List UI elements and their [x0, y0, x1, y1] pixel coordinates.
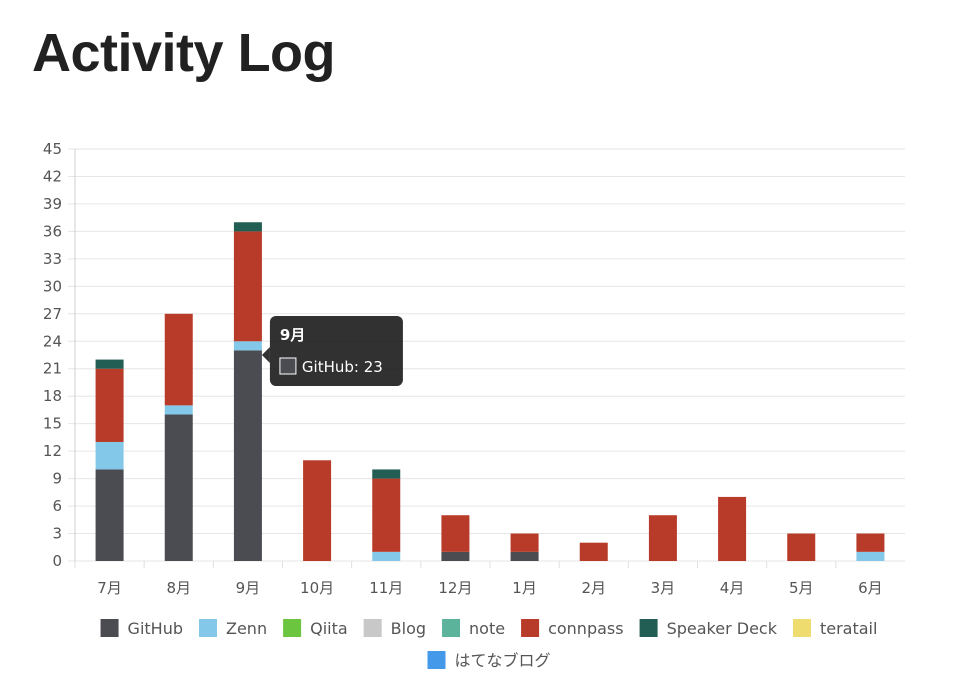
x-tick-label: 5月: [789, 579, 814, 597]
bar-segment: [233, 222, 262, 232]
legend-swatch: [283, 619, 302, 637]
y-tick-label: 0: [52, 552, 62, 570]
x-tick-label: 12月: [438, 579, 472, 597]
legend-swatch: [792, 619, 811, 637]
y-tick-label: 45: [43, 140, 62, 158]
chart-legend: GitHub Zenn Qiita Blog note connpass Speaker D…: [100, 619, 877, 670]
legend-swatch: [427, 651, 446, 669]
bar-segment: [787, 533, 816, 561]
bar-segment: [95, 359, 124, 369]
legend-swatch: [100, 619, 119, 637]
legend-label: Speaker Deck: [667, 619, 778, 638]
legend-swatch: [199, 619, 218, 637]
legend-label: teratail: [820, 619, 877, 638]
x-tick-label: 8月: [166, 579, 191, 597]
bar-segment: [233, 350, 262, 561]
bar-segment: [95, 469, 124, 561]
bar-segment: [510, 533, 539, 552]
tooltip-title: 9月: [280, 326, 305, 344]
bar-segment: [164, 313, 193, 406]
y-tick-label: 6: [52, 497, 62, 515]
y-tick-label: 27: [43, 305, 62, 323]
x-tick-label: 10月: [300, 579, 334, 597]
legend-swatch: [639, 619, 658, 637]
bar-segment: [718, 496, 747, 561]
tooltip-swatch: [279, 357, 297, 375]
bar-segment: [164, 405, 193, 415]
bar-segment: [856, 533, 885, 552]
bar-segment: [372, 478, 401, 552]
x-axis-ticks: 7月 8月 9月 10月 11月 12月 1月 2月 3月 4月 5月 6月: [97, 579, 882, 597]
bar-segment: [233, 231, 262, 342]
page-title: Activity Log: [32, 23, 336, 83]
y-tick-label: 33: [43, 250, 62, 268]
y-tick-label: 21: [43, 360, 62, 378]
bar-segment: [303, 460, 332, 561]
legend-label: Blog: [391, 619, 426, 638]
y-tick-label: 9: [52, 470, 62, 488]
bar-segment: [95, 368, 124, 442]
y-tick-label: 18: [43, 387, 62, 405]
bar-segment: [95, 441, 124, 470]
bar-segment: [164, 414, 193, 561]
legend-label: Zenn: [226, 619, 267, 638]
legend-swatch: [521, 619, 540, 637]
y-tick-label: 15: [43, 415, 62, 433]
bar-segment: [233, 341, 262, 351]
bar-segment: [441, 515, 470, 552]
bar-segment: [441, 551, 470, 561]
bar-segment: [372, 551, 401, 561]
x-tick-label: 2月: [581, 579, 606, 597]
bar-segment: [510, 551, 539, 561]
y-tick-label: 30: [43, 277, 62, 295]
legend-swatch: [442, 619, 461, 637]
legend-label: connpass: [548, 619, 624, 638]
y-tick-label: 12: [43, 442, 62, 460]
x-tick-label: 1月: [512, 579, 537, 597]
legend-swatch: [363, 619, 382, 637]
tooltip-box: [269, 316, 403, 386]
tooltip-arrow: [261, 347, 270, 363]
y-tick-label: 3: [52, 525, 62, 543]
x-tick-label: 4月: [720, 579, 745, 597]
legend-label: GitHub: [128, 619, 183, 638]
bar-segment: [579, 542, 608, 561]
bar-segment: [372, 469, 401, 479]
x-tick-label: 9月: [236, 579, 261, 597]
tooltip-label: GitHub: 23: [302, 358, 383, 376]
x-tick-label: 11月: [369, 579, 403, 597]
y-tick-label: 39: [43, 195, 62, 213]
legend-label: はてなブログ: [454, 651, 550, 670]
y-tick-label: 24: [43, 332, 62, 350]
chart-gridlines: [68, 148, 905, 568]
bar-segment: [856, 551, 885, 561]
y-tick-label: 42: [43, 167, 62, 185]
x-tick-label: 3月: [651, 579, 676, 597]
x-tick-label: 7月: [97, 579, 122, 597]
y-tick-label: 36: [43, 222, 62, 240]
x-tick-label: 6月: [858, 579, 883, 597]
chart-bars: [95, 222, 885, 561]
legend-label: note: [469, 619, 505, 638]
legend-label: Qiita: [310, 619, 348, 638]
chart-tooltip: 9月 GitHub: 23: [261, 316, 403, 386]
bar-segment: [648, 515, 677, 561]
